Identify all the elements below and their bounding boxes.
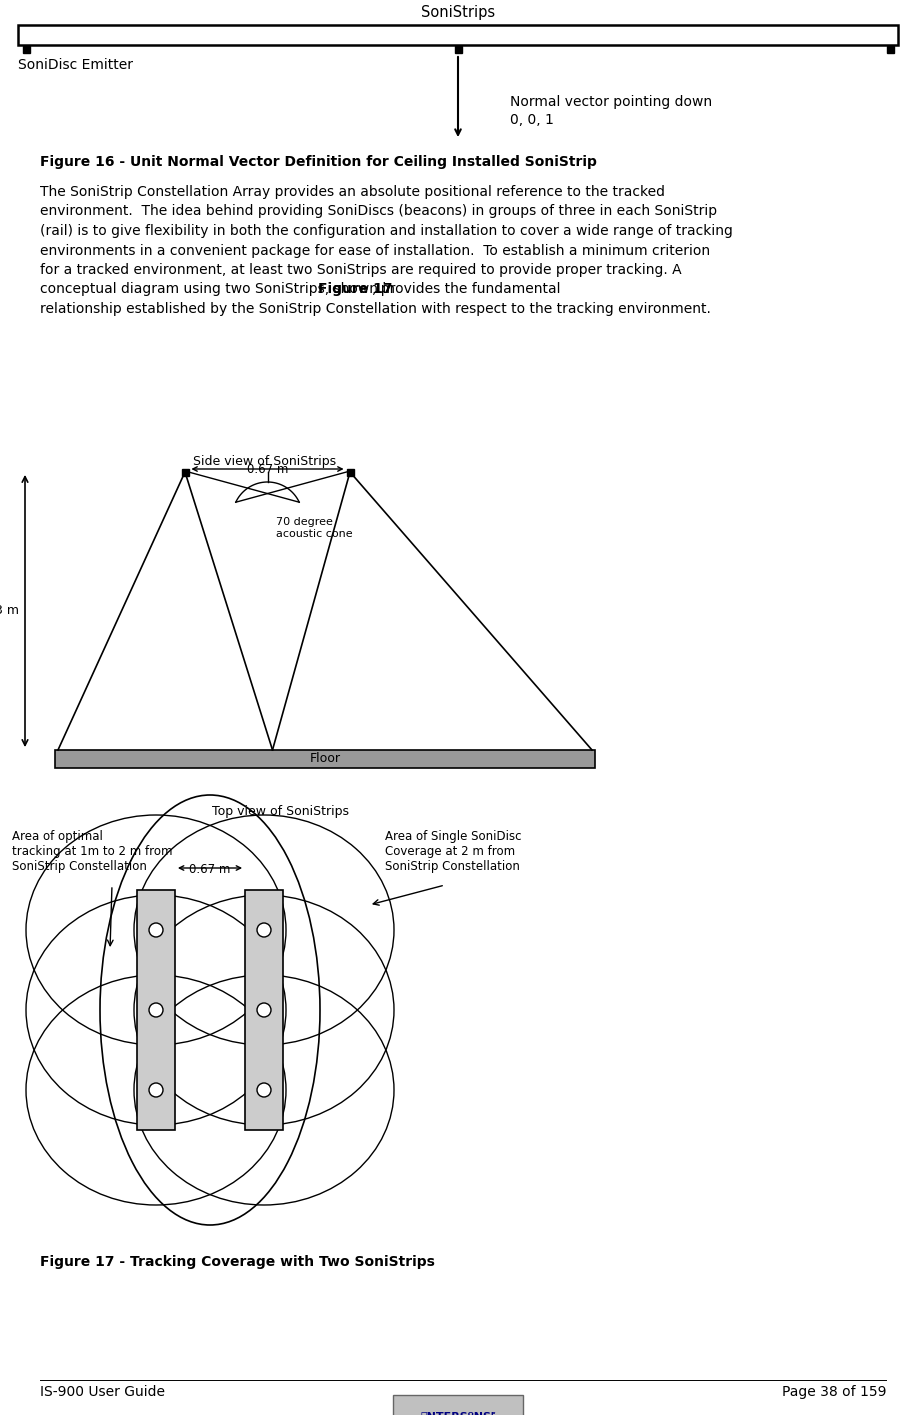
Circle shape [257,923,271,937]
Bar [393,1395,523,1415]
Text: , provides the fundamental: , provides the fundamental [373,283,561,297]
Text: environments in a convenient package for ease of installation.  To establish a m: environments in a convenient package for… [40,243,710,258]
Circle shape [257,1003,271,1017]
Circle shape [149,1082,163,1097]
Text: ⓘNTERSᴼNSᴱ: ⓘNTERSᴼNSᴱ [420,1411,496,1415]
Bar [887,47,893,52]
Text: (rail) is to give flexibility in both the configuration and installation to cove: (rail) is to give flexibility in both th… [40,224,733,238]
Text: 3 m: 3 m [0,604,19,617]
Text: 0.67 m: 0.67 m [246,463,289,475]
Text: Figure 17: Figure 17 [318,283,392,297]
Text: Page 38 of 159: Page 38 of 159 [781,1385,886,1399]
Bar [55,750,595,768]
Text: SoniDisc Emitter: SoniDisc Emitter [18,58,133,72]
Text: The SoniStrip Constellation Array provides an absolute positional reference to t: The SoniStrip Constellation Array provid… [40,185,665,200]
Text: conceptual diagram using two SoniStrips, shown in: conceptual diagram using two SoniStrips,… [40,283,399,297]
Text: Side view of SoniStrips: Side view of SoniStrips [193,456,336,468]
Text: Normal vector pointing down: Normal vector pointing down [510,95,712,109]
Text: Area of Single SoniDisc
Coverage at 2 m from
SoniStrip Constellation: Area of Single SoniDisc Coverage at 2 m … [385,831,521,873]
Text: Top view of SoniStrips: Top view of SoniStrips [212,805,348,818]
Bar [18,25,898,45]
Bar [23,47,29,52]
Text: 0, 0, 1: 0, 0, 1 [510,113,554,127]
Text: Floor: Floor [310,753,341,766]
Bar [137,890,175,1131]
Text: Figure 16 - Unit Normal Vector Definition for Ceiling Installed SoniStrip: Figure 16 - Unit Normal Vector Definitio… [40,156,597,168]
Text: SoniStrips: SoniStrips [421,6,495,20]
Bar [454,47,462,52]
Text: environment.  The idea behind providing SoniDiscs (beacons) in groups of three i: environment. The idea behind providing S… [40,205,717,218]
Text: relationship established by the SoniStrip Constellation with respect to the trac: relationship established by the SoniStri… [40,301,711,316]
Circle shape [149,1003,163,1017]
Text: IS-900 User Guide: IS-900 User Guide [40,1385,165,1399]
Text: for a tracked environment, at least two SoniStrips are required to provide prope: for a tracked environment, at least two … [40,263,682,277]
Bar [245,890,283,1131]
Text: 0.67 m: 0.67 m [190,863,231,876]
Text: Figure 17 - Tracking Coverage with Two SoniStrips: Figure 17 - Tracking Coverage with Two S… [40,1255,435,1269]
Text: 70 degree
acoustic cone: 70 degree acoustic cone [276,516,352,539]
Circle shape [149,923,163,937]
Bar [346,468,354,475]
Text: Area of optimal
tracking at 1m to 2 m from
SoniStrip Constellation: Area of optimal tracking at 1m to 2 m fr… [12,831,172,873]
Bar [181,468,189,475]
Circle shape [257,1082,271,1097]
